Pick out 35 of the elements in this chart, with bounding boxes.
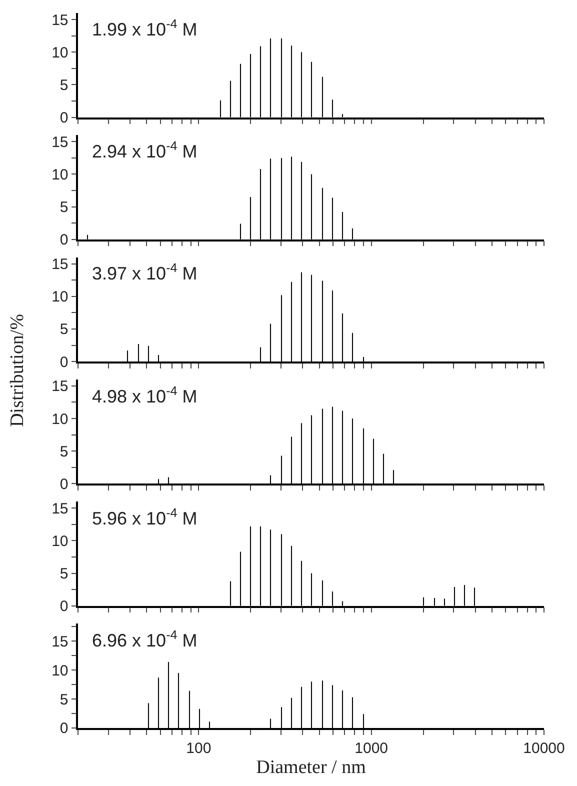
annotation: 2.94 x 10$^{-4}$ M xyxy=(92,139,198,162)
y-tick-label: 15 xyxy=(52,12,68,29)
y-tick-label: 15 xyxy=(52,500,68,518)
y-tick-label: 0 xyxy=(60,720,68,738)
y-axis-title: Distribution/% xyxy=(6,314,28,427)
y-tick-label: 5 xyxy=(60,321,68,338)
annotation: 6.96 x 10$^{-4}$ M xyxy=(92,628,198,651)
y-tick-label: 10 xyxy=(52,44,68,62)
y-tick-label: 5 xyxy=(60,199,68,216)
y-tick-label: 10 xyxy=(52,288,68,306)
y-tick-label: 15 xyxy=(52,378,68,396)
y-tick-label: 0 xyxy=(60,354,68,371)
annotation: 5.96 x 10$^{-4}$ M xyxy=(92,506,198,529)
y-tick-label: 5 xyxy=(60,443,68,460)
annotation: 3.97 x 10$^{-4}$ M xyxy=(92,261,198,284)
y-tick-label: 15 xyxy=(52,256,68,274)
x-tick-label: 100 xyxy=(186,740,212,757)
y-tick-label: 10 xyxy=(52,410,68,428)
y-tick-label: 0 xyxy=(60,476,68,493)
y-tick-label: 10 xyxy=(52,532,68,550)
annotation: 4.98 x 10$^{-4}$ M xyxy=(92,384,198,407)
y-tick-label: 5 xyxy=(60,76,68,94)
y-tick-label: 0 xyxy=(60,598,68,616)
y-tick-label: 15 xyxy=(52,633,68,650)
x-tick-label: 10000 xyxy=(523,740,565,757)
y-tick-label: 5 xyxy=(60,691,68,708)
annotation: 1.99 x 10$^{-4}$ M xyxy=(92,17,198,40)
y-tick-label: 0 xyxy=(60,110,68,127)
y-tick-label: 10 xyxy=(52,662,68,680)
x-axis-title: Diameter / nm xyxy=(256,757,366,778)
y-tick-label: 0 xyxy=(60,232,68,249)
y-tick-label: 10 xyxy=(52,166,68,184)
x-tick-label: 1000 xyxy=(354,740,388,757)
y-tick-label: 15 xyxy=(52,134,68,151)
y-tick-label: 5 xyxy=(60,566,68,583)
